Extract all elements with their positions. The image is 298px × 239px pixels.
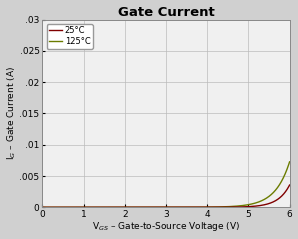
Line: 25°C: 25°C <box>42 185 290 207</box>
25°C <box>256 204 260 207</box>
25°C <box>69 206 72 209</box>
125°C <box>83 206 87 209</box>
125°C <box>288 160 291 163</box>
Title: Gate Current: Gate Current <box>118 5 214 19</box>
25°C <box>146 206 150 209</box>
125°C <box>135 206 139 209</box>
Line: 125°C: 125°C <box>42 162 290 207</box>
25°C <box>288 184 291 186</box>
25°C <box>135 206 139 209</box>
125°C <box>69 206 72 209</box>
125°C <box>146 206 150 209</box>
125°C <box>41 206 44 209</box>
Legend: 25°C, 125°C: 25°C, 125°C <box>46 24 93 49</box>
25°C <box>83 206 87 209</box>
125°C <box>283 174 286 176</box>
Y-axis label: I$_{G}$ – Gate Current (A): I$_{G}$ – Gate Current (A) <box>6 66 18 160</box>
25°C <box>283 191 286 194</box>
25°C <box>41 206 44 209</box>
125°C <box>256 201 260 204</box>
X-axis label: V$_{GS}$ – Gate-to-Source Voltage (V): V$_{GS}$ – Gate-to-Source Voltage (V) <box>92 220 240 234</box>
